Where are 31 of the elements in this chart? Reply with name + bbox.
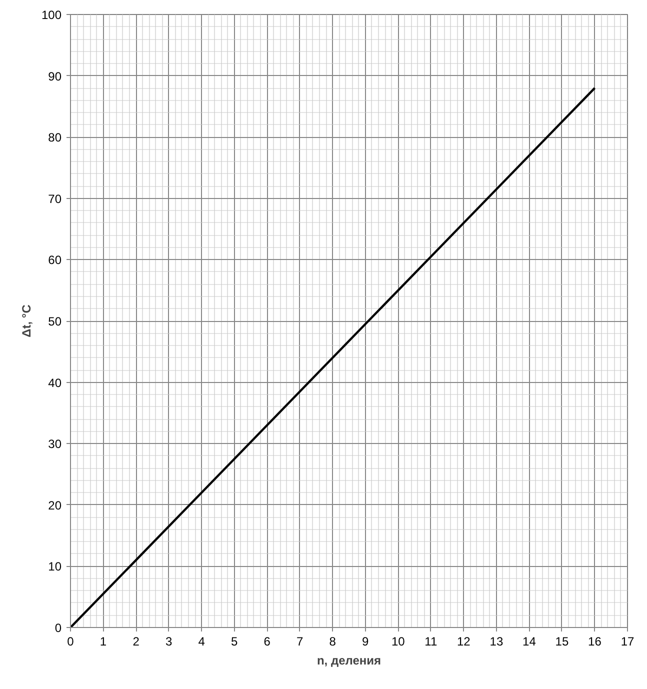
- y-tick-label: 20: [48, 498, 62, 512]
- y-tick-label: 50: [48, 314, 62, 328]
- x-tick-label: 13: [490, 634, 504, 648]
- y-tick-label: 90: [48, 69, 62, 84]
- x-tick-label: 14: [522, 634, 536, 648]
- x-tick-label: 16: [588, 634, 602, 648]
- x-tick-label: 3: [165, 634, 172, 648]
- y-tick-label: 60: [48, 253, 62, 268]
- x-tick-label: 2: [132, 634, 140, 648]
- x-axis-title: n, деления: [316, 654, 382, 668]
- y-tick-label: 40: [48, 376, 62, 390]
- x-tick-label: 17: [620, 634, 634, 648]
- y-tick-label: 70: [48, 192, 62, 206]
- y-tick-label: 10: [48, 560, 62, 574]
- y-axis-title: Δt, °C: [19, 304, 34, 338]
- x-tick-label: 15: [555, 634, 569, 648]
- x-tick-label: 12: [457, 634, 471, 648]
- x-tick-label: 8: [329, 634, 336, 648]
- x-tick-label: 10: [391, 634, 406, 648]
- x-tick-label: 7: [296, 634, 304, 648]
- x-tick-label: 9: [362, 634, 370, 648]
- x-tick-label: 11: [424, 634, 438, 648]
- y-tick-label: 0: [54, 621, 62, 635]
- y-tick-label: 30: [48, 437, 62, 452]
- x-tick-label: 0: [67, 634, 74, 648]
- x-tick-label: 1: [100, 634, 107, 648]
- x-tick-label: 6: [264, 634, 271, 648]
- y-tick-label: 100: [41, 8, 62, 22]
- x-tick-label: 5: [230, 634, 238, 648]
- x-tick-label: 4: [198, 634, 206, 648]
- y-tick-label: 80: [48, 130, 62, 145]
